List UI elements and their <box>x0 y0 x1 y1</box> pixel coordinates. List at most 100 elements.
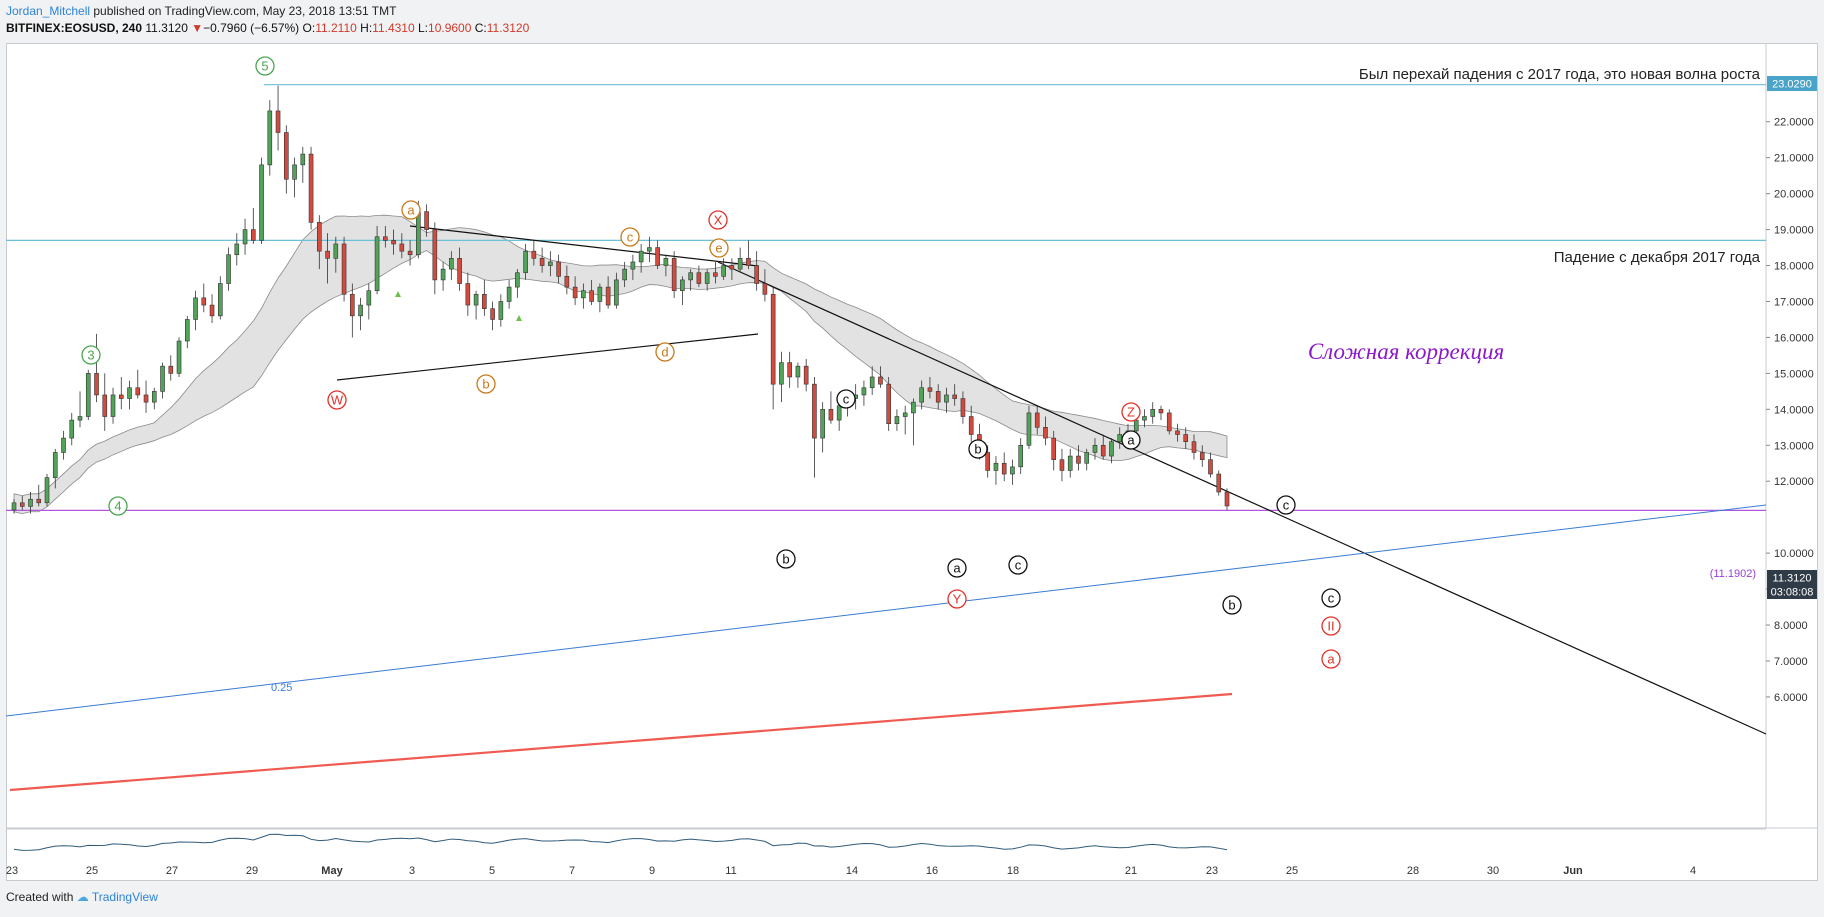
time-tick-label: 21 <box>1125 865 1137 877</box>
price-tick-label: 17.0000 <box>1774 296 1814 308</box>
h-value: 11.4310 <box>372 21 415 35</box>
o-label: O: <box>302 21 316 35</box>
created-with-text: Created with <box>6 890 74 904</box>
candle-body <box>960 398 966 417</box>
candle-body <box>366 290 372 306</box>
candle <box>820 402 825 453</box>
candle-body <box>11 502 17 511</box>
time-tick-label: 9 <box>649 865 655 877</box>
candle-body <box>638 250 644 263</box>
candle-body <box>869 376 875 389</box>
triangle-upper-line <box>409 225 759 267</box>
candle <box>52 448 58 489</box>
candle <box>267 100 273 176</box>
author-link[interactable]: Jordan_Mitchell <box>6 4 91 18</box>
candle-body <box>605 286 611 306</box>
candle-body <box>1166 412 1172 432</box>
candle-body <box>820 409 825 439</box>
candle-body <box>836 405 842 421</box>
candle-body <box>383 236 388 241</box>
wave-circle <box>836 389 856 409</box>
chart-frame[interactable] <box>6 43 1818 881</box>
candle <box>556 254 561 284</box>
tradingview-link[interactable]: TradingView <box>91 890 158 904</box>
candle <box>886 376 891 431</box>
annotation-fib: 0.25 <box>271 682 292 694</box>
candle <box>638 243 644 273</box>
candle <box>358 297 363 331</box>
wave-circle <box>1276 495 1296 515</box>
time-tick-label: 28 <box>1407 865 1419 877</box>
candle-body <box>457 258 462 284</box>
candle <box>350 283 355 338</box>
candle-body <box>127 387 132 399</box>
oscillator-pane <box>13 833 1228 851</box>
time-tick-label: 11 <box>725 865 736 877</box>
wave-text: a <box>1327 652 1335 667</box>
blue-support-line <box>5 504 1767 717</box>
candle-body <box>275 110 281 133</box>
wave-text: c <box>843 392 850 407</box>
candle-body <box>1199 452 1205 460</box>
time-tick-label: 25 <box>1286 865 1298 877</box>
wave-text: b <box>482 377 489 392</box>
time-tick-label: 30 <box>1487 865 1499 877</box>
candle <box>498 294 504 327</box>
oscillator-line <box>13 833 1228 851</box>
candle-body <box>135 387 141 396</box>
candle <box>217 276 223 320</box>
wave-text: a <box>953 561 961 576</box>
candle <box>787 351 792 388</box>
wave-text: e <box>715 241 722 256</box>
wave-label: a <box>1321 649 1341 669</box>
candle <box>721 258 726 280</box>
candle-body <box>242 229 248 245</box>
candle-body <box>572 286 578 299</box>
wave-text: Y <box>953 592 962 607</box>
wave-label: c <box>1321 588 1341 608</box>
candle-body <box>952 394 957 399</box>
candle <box>490 301 495 331</box>
candle <box>77 391 83 428</box>
candle <box>407 240 413 266</box>
candle <box>935 384 941 410</box>
wave-circle <box>709 238 729 258</box>
candle <box>127 380 132 410</box>
candle <box>1100 434 1106 460</box>
candle-body <box>1001 462 1007 475</box>
time-tick-label: 3 <box>409 865 415 877</box>
candle <box>803 358 809 392</box>
candle <box>614 272 619 309</box>
signal-triangle-icon <box>516 315 522 321</box>
candle <box>688 269 693 291</box>
candle <box>531 240 537 266</box>
candle-body <box>36 498 42 504</box>
price-tick-label: 10.0000 <box>1774 548 1814 560</box>
wave-label: b <box>776 549 796 569</box>
annotations: Был перехай падения с 2017 года, это нов… <box>271 66 1761 694</box>
l-value: 10.9600 <box>428 21 472 35</box>
wave-label: c <box>836 389 856 409</box>
wave-circle <box>1222 595 1242 615</box>
candle <box>160 362 165 399</box>
candle-body <box>1142 416 1147 421</box>
candle <box>647 236 652 262</box>
candle <box>1084 448 1090 471</box>
wave-circle <box>1121 402 1141 422</box>
candle-body <box>209 304 215 317</box>
candle <box>399 233 405 259</box>
time-tick-label: 5 <box>489 865 495 877</box>
candle <box>1166 409 1172 435</box>
wave-label: 4 <box>108 496 128 516</box>
wave-circle <box>81 345 101 365</box>
candle-body <box>19 502 25 507</box>
candle <box>250 208 256 244</box>
candle-body <box>1117 434 1123 442</box>
price-tick-label: 14.0000 <box>1774 404 1814 416</box>
candle-body <box>1026 412 1032 446</box>
candle-body <box>655 247 660 266</box>
candle-body <box>663 258 669 266</box>
o-value: 11.2110 <box>315 21 357 35</box>
candle-body <box>911 401 916 414</box>
